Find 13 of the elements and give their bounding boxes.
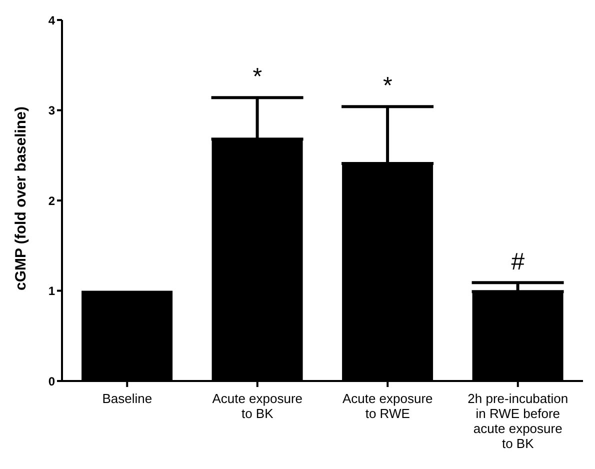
x-tick-label: 2h pre-incubation in RWE before acute exposure to BK — [468, 391, 568, 451]
y-tick-label: 3 — [48, 104, 56, 118]
y-tick-label: 0 — [48, 374, 56, 388]
annotation: # — [511, 248, 526, 276]
annotation: * — [382, 72, 392, 100]
y-tick-label: 2 — [48, 194, 56, 208]
y-axis-title: cGMP (fold over baseline) — [12, 106, 30, 290]
x-tick-label: Acute exposure to RWE — [342, 391, 433, 421]
y-tick-label: 4 — [48, 13, 56, 28]
x-tick-label: Baseline — [102, 391, 152, 406]
annotation: * — [252, 63, 262, 90]
x-tick-label: Acute exposure to BK — [212, 391, 303, 421]
y-tick-label: 1 — [48, 284, 56, 298]
